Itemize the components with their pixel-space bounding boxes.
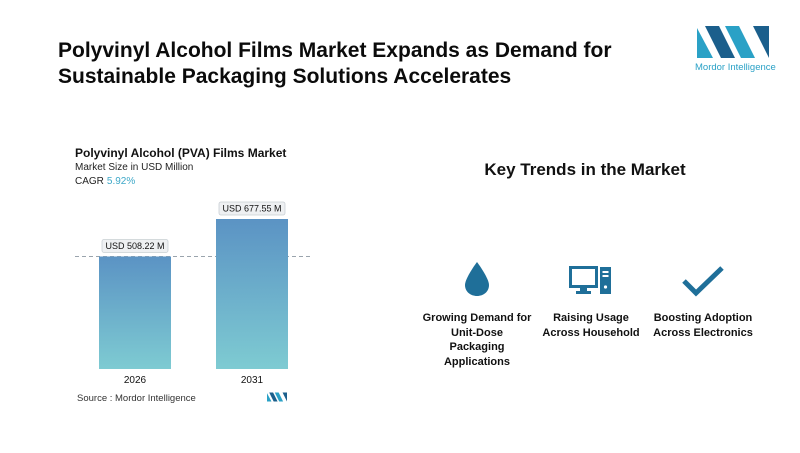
water-drop-icon — [422, 255, 532, 297]
category-label: 2031 — [241, 375, 264, 386]
mordor-logo: Mordor Intelligence — [695, 24, 776, 73]
bar-2026 — [99, 256, 171, 369]
data-label: USD 677.55 M — [222, 204, 281, 214]
chart-source: Source : Mordor Intelligence — [77, 393, 196, 404]
data-label-bg — [101, 239, 169, 253]
computer-icon — [536, 255, 646, 297]
chart-cagr: CAGR 5.92% — [75, 176, 135, 187]
trend-label: Boosting Adoption Across Electronics — [653, 312, 753, 339]
mini-logo-icon — [267, 392, 287, 402]
chart-title: Polyvinyl Alcohol (PVA) Films Market — [75, 146, 287, 160]
trend-item-electronics: Boosting Adoption Across Electronics — [648, 255, 758, 340]
trend-item-unit-dose: Growing Demand for Unit-Dose Packaging A… — [422, 255, 532, 369]
checkmark-icon — [648, 255, 758, 297]
trend-label: Growing Demand for Unit-Dose Packaging A… — [422, 312, 532, 368]
bar-chart: USD 508.22 M 2026 USD 677.55 M 2031 — [75, 201, 313, 386]
bar-2031 — [216, 219, 288, 369]
trend-item-household: Raising Usage Across Household — [536, 255, 646, 340]
category-label: 2026 — [124, 375, 147, 386]
mordor-logo-text: Mordor Intelligence — [695, 62, 776, 73]
cagr-label: CAGR — [75, 176, 104, 187]
trend-label: Raising Usage Across Household — [542, 312, 640, 339]
data-label-bg — [218, 201, 286, 216]
mordor-logo-mark-icon — [697, 26, 769, 58]
headline: Polyvinyl Alcohol Films Market Expands a… — [58, 39, 612, 88]
chart-subtitle: Market Size in USD Million — [75, 162, 194, 173]
cagr-value: 5.92% — [106, 176, 136, 187]
data-label: USD 508.22 M — [105, 241, 164, 251]
trends-title: Key Trends in the Market — [484, 160, 686, 179]
chart-card: USD 508.22 M 2026 USD 677.55 M 2031 Polyvin… — [55, 134, 325, 414]
